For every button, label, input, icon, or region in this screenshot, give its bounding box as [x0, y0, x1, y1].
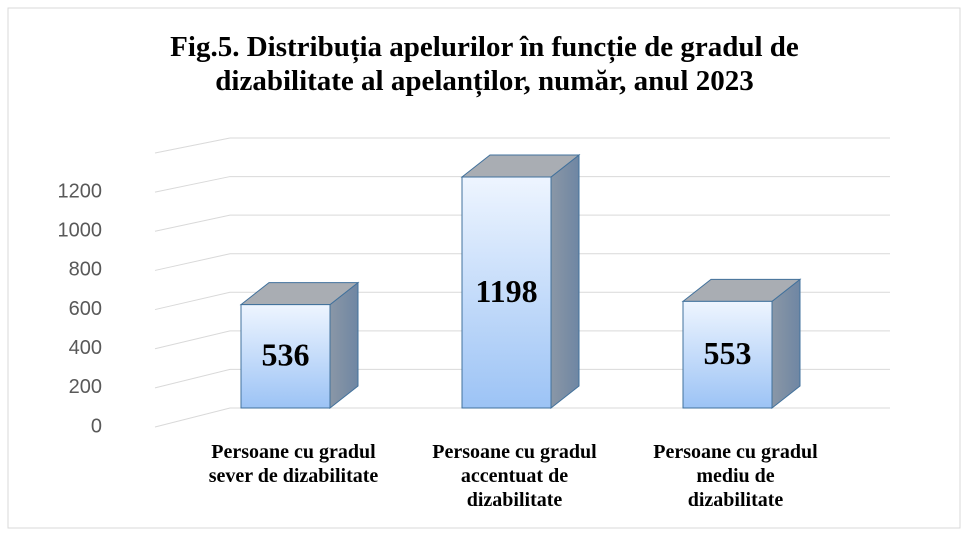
- grid-line: [154, 214, 890, 232]
- grid-line: [154, 330, 890, 350]
- grid-line: [154, 176, 890, 193]
- frame: [7, 7, 961, 529]
- bar-front: [461, 176, 552, 409]
- bar-front: [240, 304, 331, 409]
- y-tick-label: 800: [69, 259, 102, 281]
- grid-line: [154, 407, 890, 428]
- chart-title: Fig.5. Distribuția apelurilor în funcție…: [170, 31, 799, 97]
- grid-line: [154, 291, 890, 311]
- y-tick-label: 400: [69, 337, 102, 359]
- value-label: 536: [262, 337, 310, 373]
- grid-line: [154, 253, 890, 271]
- bar: [681, 278, 802, 410]
- y-tick-label: 1000: [58, 220, 103, 242]
- grid-line: [154, 368, 890, 389]
- y-tick-label: 1200: [58, 180, 103, 202]
- bar: [239, 281, 360, 410]
- x-tick-label: Persoane cu gradul mediu de dizabilitate: [653, 441, 818, 511]
- x-tick-label: Persoane cu gradul sever de dizabilitate: [208, 441, 379, 487]
- y-tick-label: 0: [91, 415, 102, 437]
- x-tick-label: Persoane cu gradul accentuat de dizabili…: [432, 441, 597, 511]
- bar-side: [550, 153, 580, 410]
- grid-line: [154, 137, 231, 154]
- value-label: 553: [704, 335, 752, 371]
- bar: [460, 153, 581, 410]
- bar-front: [682, 300, 773, 409]
- value-label: 1198: [475, 273, 537, 309]
- y-tick-label: 600: [69, 298, 102, 320]
- y-tick-label: 200: [69, 376, 102, 398]
